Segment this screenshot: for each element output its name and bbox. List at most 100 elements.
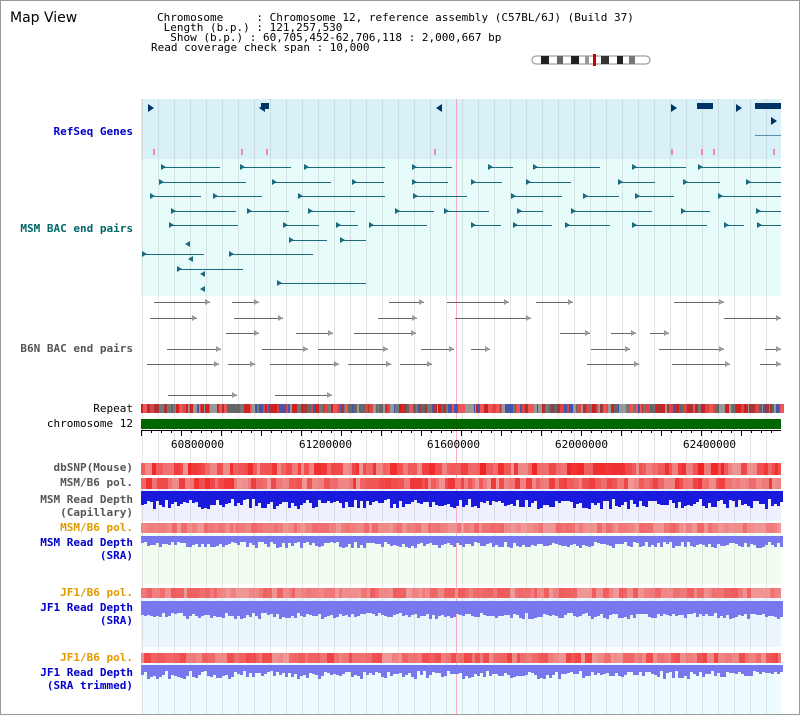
- read-depth-bar: [486, 536, 489, 545]
- bac-end-icon: [582, 193, 588, 199]
- read-depth-bar: [558, 536, 561, 546]
- repeat-segment: [199, 404, 200, 413]
- repeat-segment: [205, 404, 209, 413]
- pol-heat-cell: [222, 588, 226, 598]
- read-depth-bar: [435, 665, 438, 674]
- bac-pair: [239, 167, 291, 168]
- read-depth-bar: [213, 665, 216, 675]
- axis-tick: [291, 430, 292, 433]
- repeat-segment: [255, 404, 257, 413]
- msm-bac-label[interactable]: MSM BAC end pairs: [20, 222, 133, 235]
- bac-pair: [717, 196, 781, 197]
- repeat-segment: [150, 404, 151, 413]
- read-depth-bar: [276, 601, 279, 614]
- pol-heat-cell: [263, 523, 268, 533]
- read-depth-bar: [273, 491, 276, 509]
- repeat-segment: [545, 404, 549, 413]
- read-depth-bar: [327, 601, 330, 616]
- pol-heat-cell: [363, 463, 366, 475]
- pol-heat-cell: [376, 463, 383, 475]
- read-depth-bar: [249, 665, 252, 673]
- gene-arrow-icon: [771, 117, 777, 125]
- repeat-segment: [395, 404, 399, 413]
- chromosome-ideogram[interactable]: [529, 54, 655, 66]
- read-depth-bar: [726, 536, 729, 545]
- pol-heat-cell: [719, 478, 725, 489]
- repeat-segment: [739, 404, 741, 413]
- read-depth-bar: [609, 601, 612, 615]
- bac-pair: [154, 302, 210, 303]
- b6n-bac-label[interactable]: B6N BAC end pairs: [20, 342, 133, 355]
- pol-heat-cell: [308, 653, 314, 663]
- pol-heat-cell: [592, 588, 596, 598]
- bac-end-icon: [443, 207, 449, 214]
- read-depth-bar: [657, 491, 660, 505]
- read-depth-bar: [246, 536, 249, 547]
- pol-heat-cell: [192, 523, 197, 533]
- read-depth-bar: [549, 601, 552, 616]
- read-depth-bar: [765, 601, 768, 617]
- read-depth-bar: [642, 491, 645, 506]
- pol-heat-cell: [448, 588, 455, 598]
- repeat-segment: [376, 404, 377, 413]
- bac-pair: [272, 181, 331, 183]
- read-depth-bar: [297, 601, 300, 614]
- bac-pair: [586, 364, 640, 365]
- refseq-label[interactable]: RefSeq Genes: [53, 125, 133, 138]
- pol-heat-cell: [210, 463, 217, 475]
- read-depth-bar: [240, 491, 243, 505]
- bac-pair: [176, 268, 244, 270]
- read-depth-bar: [354, 601, 357, 617]
- pol-heat-cell: [251, 523, 257, 533]
- pol-heat-cell: [668, 653, 671, 663]
- read-depth-bar: [261, 665, 264, 676]
- bac-end-icon: [411, 330, 417, 336]
- pol-heat-cell: [772, 478, 776, 489]
- read-depth-bar: [357, 601, 360, 617]
- pol-heat-cell: [388, 588, 393, 598]
- read-depth-bar: [468, 491, 471, 500]
- read-depth-bar: [456, 601, 459, 615]
- pol-heat-cell: [743, 588, 747, 598]
- pol-heat-cell: [515, 588, 518, 598]
- read-depth-bar: [771, 665, 774, 675]
- read-depth-bar: [603, 601, 606, 619]
- pol-heat-cell: [185, 478, 190, 489]
- pol-heat-cell: [210, 588, 214, 598]
- pol-heat-cell: [266, 653, 272, 663]
- pol-heat-cell: [404, 478, 410, 489]
- pol-heat-cell: [625, 523, 630, 533]
- repeat-segment: [501, 404, 502, 413]
- read-depth-bar: [747, 491, 750, 506]
- repeat-segment: [640, 404, 642, 413]
- bac-pair: [658, 348, 724, 350]
- read-depth-bar: [318, 665, 321, 679]
- pol-heat-cell: [387, 463, 390, 475]
- pol-heat-cell: [582, 478, 589, 489]
- read-depth-bar: [183, 491, 186, 502]
- read-depth-bar: [300, 601, 303, 617]
- pol-heat-cell: [669, 463, 672, 475]
- repeat-segment: [716, 404, 719, 413]
- repeat-segment: [744, 404, 748, 413]
- bac-end-icon: [745, 178, 751, 185]
- repeat-segment: [770, 404, 772, 413]
- pol-heat-cell: [613, 588, 619, 598]
- pol-heat-cell: [314, 463, 321, 475]
- read-depth-bar: [624, 536, 627, 543]
- axis-tick: [561, 430, 562, 433]
- repeat-segment: [236, 404, 240, 413]
- repeat-segment: [173, 404, 175, 413]
- pol-heat-cell: [393, 523, 397, 533]
- chromosome-label: chromosome 12: [46, 417, 133, 430]
- show-range-info: Show (b.p.) : 60,705,452-62,706,118 : 2,…: [157, 31, 502, 44]
- repeat-segment: [448, 404, 452, 413]
- repeat-segment: [244, 404, 246, 413]
- pol-heat-cell: [230, 523, 233, 533]
- pol-heat-cell: [711, 463, 718, 475]
- read-depth-bar: [333, 491, 336, 502]
- pol-heat-cell: [553, 523, 556, 533]
- pol-heat-cell: [447, 463, 450, 475]
- repeat-segment: [577, 404, 581, 413]
